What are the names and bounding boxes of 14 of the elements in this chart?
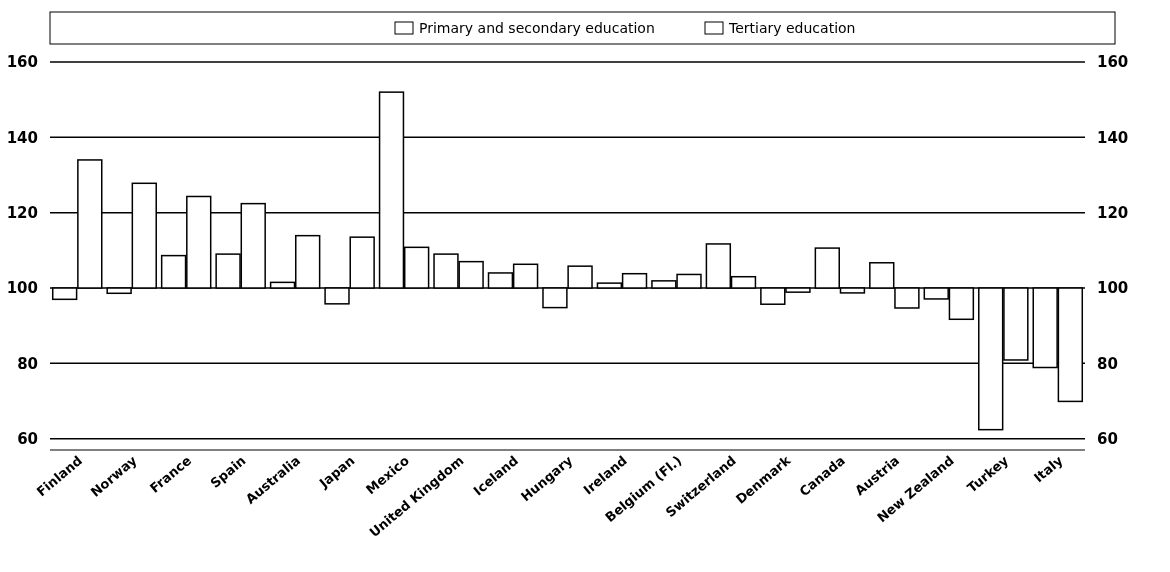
y2-tick-label: 100 — [1097, 279, 1129, 298]
legend-label: Tertiary education — [728, 19, 856, 36]
y-tick-label: 60 — [17, 429, 38, 448]
y2-tick-label: 80 — [1097, 354, 1118, 373]
y2-tick-label: 160 — [1097, 53, 1129, 72]
y2-tick-label: 140 — [1097, 128, 1129, 147]
y-tick-label: 80 — [17, 354, 38, 373]
y2-tick-label: 60 — [1097, 429, 1118, 448]
y-tick-label: 160 — [6, 53, 38, 72]
y-tick-label: 140 — [6, 128, 38, 147]
legend-label: Primary and secondary education — [419, 19, 655, 36]
y-tick-label: 120 — [6, 203, 38, 222]
y-tick-label: 100 — [6, 279, 38, 298]
y2-tick-label: 120 — [1097, 203, 1129, 222]
